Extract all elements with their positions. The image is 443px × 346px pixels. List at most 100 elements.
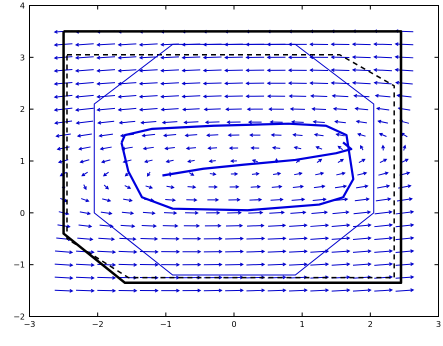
field-arrow bbox=[352, 249, 372, 254]
field-arrow bbox=[247, 223, 265, 228]
x-tick-label: −3 bbox=[24, 320, 36, 329]
field-arrow bbox=[224, 94, 243, 99]
field-arrow bbox=[207, 146, 218, 151]
y-tick-label: 1 bbox=[20, 157, 25, 166]
field-arrow bbox=[373, 55, 392, 59]
field-arrow bbox=[140, 237, 159, 241]
field-arrow bbox=[292, 184, 304, 189]
field-arrow bbox=[208, 185, 218, 189]
field-arrow bbox=[330, 55, 350, 60]
field-arrow bbox=[395, 223, 415, 228]
field-arrow bbox=[98, 133, 113, 138]
field-arrow bbox=[144, 159, 153, 164]
field-arrow bbox=[353, 210, 372, 215]
field-arrow bbox=[226, 120, 241, 125]
field-arrow bbox=[266, 55, 286, 60]
field-arrow bbox=[396, 93, 412, 98]
field-arrow bbox=[395, 80, 413, 85]
field-arrow bbox=[83, 184, 87, 191]
field-arrow bbox=[118, 262, 138, 267]
axis-ticks bbox=[29, 5, 439, 317]
field-arrow bbox=[395, 210, 415, 215]
field-arrow bbox=[146, 171, 151, 177]
field-arrow bbox=[310, 262, 330, 267]
field-arrow bbox=[75, 55, 94, 60]
field-arrow bbox=[360, 144, 364, 151]
field-arrow bbox=[227, 210, 242, 215]
field-arrow bbox=[225, 236, 244, 241]
field-arrow bbox=[312, 197, 327, 202]
field-arrow bbox=[160, 107, 179, 112]
field-arrow bbox=[97, 275, 117, 280]
field-arrow bbox=[230, 172, 239, 176]
field-arrow bbox=[76, 133, 92, 138]
field-arrow bbox=[331, 262, 351, 267]
field-arrow bbox=[165, 198, 176, 202]
field-arrow bbox=[310, 236, 330, 241]
field-arrow bbox=[206, 133, 219, 138]
field-arrow bbox=[98, 237, 116, 241]
field-arrow bbox=[269, 120, 283, 124]
field-arrow bbox=[270, 133, 282, 137]
field-arrow bbox=[374, 236, 393, 241]
field-arrow bbox=[377, 184, 391, 189]
field-arrow bbox=[395, 249, 415, 254]
limit-cycle bbox=[120, 122, 355, 212]
field-arrow bbox=[76, 263, 95, 267]
field-arrow bbox=[316, 158, 323, 163]
field-arrow bbox=[183, 120, 199, 125]
x-tick-label: 0 bbox=[231, 320, 236, 329]
field-arrow bbox=[117, 68, 137, 73]
field-arrow bbox=[224, 68, 243, 73]
field-arrow bbox=[294, 171, 303, 176]
field-arrow bbox=[54, 288, 74, 293]
field-arrow bbox=[249, 133, 261, 137]
field-arrow bbox=[204, 120, 220, 125]
vector-field bbox=[53, 29, 415, 293]
field-arrow bbox=[123, 198, 133, 203]
field-arrow bbox=[247, 120, 262, 125]
field-arrow bbox=[266, 81, 286, 86]
field-arrow bbox=[288, 68, 307, 73]
field-arrow bbox=[186, 198, 198, 202]
y-tick-label: 0 bbox=[20, 209, 25, 218]
field-arrow bbox=[203, 249, 223, 254]
field-arrow bbox=[288, 81, 307, 86]
field-arrow bbox=[289, 223, 308, 228]
field-arrow bbox=[355, 119, 367, 124]
field-arrow bbox=[142, 211, 156, 215]
field-arrow bbox=[376, 106, 390, 111]
y-tick-label: −2 bbox=[13, 313, 25, 322]
field-arrow bbox=[185, 211, 199, 215]
field-arrow bbox=[373, 80, 392, 85]
field-arrow bbox=[117, 107, 137, 112]
field-arrow bbox=[76, 276, 95, 280]
field-arrow bbox=[140, 120, 157, 125]
field-arrow bbox=[268, 107, 284, 111]
field-arrow bbox=[334, 184, 348, 189]
field-arrow bbox=[309, 55, 329, 60]
field-arrow bbox=[246, 107, 263, 112]
field-arrow bbox=[224, 81, 243, 86]
field-arrow bbox=[272, 171, 282, 176]
field-arrow bbox=[181, 68, 201, 73]
field-arrow bbox=[352, 288, 372, 293]
field-arrow bbox=[395, 262, 415, 267]
field-arrow bbox=[118, 250, 138, 254]
field-arrow bbox=[330, 68, 350, 72]
field-arrow bbox=[331, 288, 351, 293]
field-arrow bbox=[96, 107, 116, 112]
field-arrow bbox=[160, 94, 179, 99]
field-arrow bbox=[75, 94, 94, 99]
field-arrow bbox=[78, 224, 93, 229]
field-arrow bbox=[203, 107, 221, 112]
field-arrow bbox=[373, 68, 392, 72]
field-arrow bbox=[141, 224, 157, 228]
field-arrow bbox=[203, 236, 223, 241]
field-arrow bbox=[289, 249, 308, 254]
field-arrow bbox=[100, 211, 113, 216]
field-arrow bbox=[138, 55, 158, 60]
field-arrow bbox=[120, 224, 136, 228]
field-arrow bbox=[293, 145, 302, 150]
field-arrow bbox=[313, 184, 326, 189]
